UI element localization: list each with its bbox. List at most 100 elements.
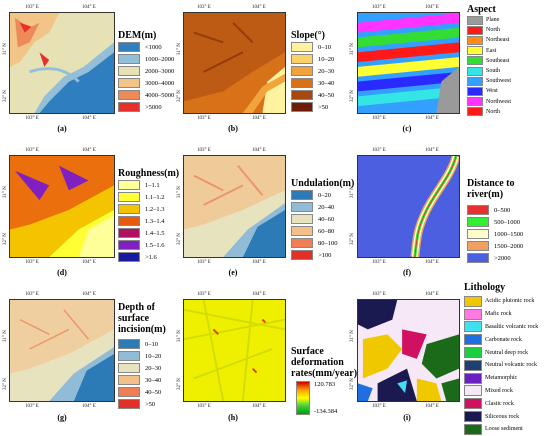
- legend-swatch: [467, 15, 483, 25]
- legend-slope: Slope(°) 0–10 10–20 20–30 30–40 40–50 >50: [291, 30, 334, 113]
- caption-d: (d): [57, 268, 67, 277]
- legend-title: Surface deformation rates(mm/year): [291, 346, 358, 379]
- legend-label: Clastic rock: [485, 400, 514, 407]
- tick-lat-32: 31° N: [350, 330, 355, 342]
- legend-label: Acidic plutonic rock: [485, 298, 535, 305]
- tick-lat-31: 32° N: [177, 378, 182, 390]
- legend-item: Clastic rock: [464, 397, 538, 410]
- legend-swatch: [467, 241, 489, 251]
- surface-incision-map: [9, 299, 115, 402]
- undulation-map: [183, 155, 286, 258]
- tick-lat-31: 32° N: [3, 378, 8, 390]
- caption-c: (c): [402, 124, 412, 133]
- legend-label: Neutral deep rock: [485, 349, 528, 356]
- legend-label: 1.4–1.5: [145, 229, 165, 237]
- legend-item: 1.3–1.4: [118, 215, 179, 227]
- legend-label: 0–10: [318, 43, 331, 51]
- legend-swatch: [467, 46, 483, 56]
- legend-label: West: [486, 88, 498, 95]
- legend-item: 1.4–1.5: [118, 227, 179, 239]
- legend-item: East: [467, 46, 511, 56]
- legend-label: 10–20: [318, 55, 335, 63]
- legend-dem: DEM(m) <1000 1000–2000 2000–3000 3000–4000 4…: [118, 30, 174, 113]
- legend-label: 10–20: [145, 352, 162, 360]
- legend-label: 40–60: [318, 215, 335, 223]
- legend-label: Southeast: [486, 57, 510, 64]
- legend-item: North: [467, 107, 511, 117]
- legend-swatch: [464, 321, 482, 333]
- tick-lat-31: 32° N: [350, 378, 355, 390]
- legend-item: 20–40: [291, 201, 354, 213]
- distance-to-river-map: [357, 155, 460, 258]
- legend-label: 40–50: [145, 388, 162, 396]
- legend-item: 0–10: [118, 338, 178, 350]
- legend-label: 20–30: [318, 67, 335, 75]
- legend-label: 3000–4000: [145, 79, 175, 87]
- tick-lon-104: 104° E: [425, 148, 439, 153]
- tick-lon-103-bottom: 103° E: [197, 404, 211, 409]
- tick-lon-103: 103° E: [372, 148, 386, 153]
- legend-item: Southwest: [467, 76, 511, 86]
- legend-label: Metamorphic: [485, 375, 518, 382]
- legend-item: 20–30: [118, 362, 178, 374]
- legend-swatch: [291, 190, 313, 200]
- tick-lat-31: 32° N: [350, 233, 355, 245]
- legend-swatch: [464, 334, 482, 346]
- legend-title: Depth of surface incision(m): [118, 302, 166, 335]
- legend-label: >2000: [494, 254, 511, 262]
- legend-title: Undulation(m): [291, 178, 355, 189]
- roughness-map: [9, 155, 115, 258]
- caption-a: (a): [57, 124, 67, 133]
- legend-swatch: [464, 411, 482, 423]
- legend-swatch: [118, 339, 140, 349]
- legend-item: 1.5–1.6: [118, 239, 179, 251]
- tick-lon-103-bottom: 103° E: [25, 260, 39, 265]
- slope-map: [183, 12, 286, 114]
- legend-label: 1.2–1.3: [145, 205, 165, 213]
- legend-label: 60–80: [318, 227, 335, 235]
- legend-items: <1000 1000–2000 2000–3000 3000–4000 4000–500…: [118, 41, 174, 113]
- legend-label: 500–1000: [494, 218, 520, 226]
- legend-aspect: Aspect Plane North Northeast East Southeast S…: [467, 4, 511, 117]
- legend-item: Plane: [467, 15, 511, 25]
- legend-label: >1.6: [145, 253, 157, 261]
- legend-swatch: [118, 42, 140, 52]
- legend-item: 20–30: [291, 65, 334, 77]
- legend-label: 1.1–1.2: [145, 193, 165, 201]
- legend-label: South: [486, 68, 501, 75]
- tick-lon-103-bottom: 103° E: [372, 260, 386, 265]
- tick-lon-104-bottom: 104° E: [82, 116, 96, 121]
- legend-swatch: [291, 78, 313, 88]
- legend-item: South: [467, 66, 511, 76]
- legend-item: Metamorphic: [464, 372, 538, 385]
- tick-lon-103: 103° E: [372, 5, 386, 10]
- aspect-map: [357, 12, 460, 114]
- legend-item: 10–20: [291, 53, 334, 65]
- legend-swatch: [464, 385, 482, 397]
- ramp-min-label: -134.384: [314, 408, 338, 415]
- tick-lon-104: 104° E: [425, 5, 439, 10]
- legend-item: 30–40: [291, 77, 334, 89]
- tick-lon-103: 103° E: [197, 292, 211, 297]
- tick-lon-104-bottom: 104° E: [82, 260, 96, 265]
- legend-swatch: [118, 102, 140, 112]
- caption-i: (i): [403, 413, 411, 422]
- legend-title: Slope(°): [291, 30, 325, 41]
- legend-swatch: [118, 228, 140, 238]
- legend-swatch: [118, 180, 140, 190]
- tick-lon-104: 104° E: [252, 148, 266, 153]
- legend-label: >50: [145, 400, 156, 408]
- tick-lat-32: 31° N: [177, 330, 182, 342]
- tick-lat-31: 32° N: [3, 233, 8, 245]
- legend-item: 1.2–1.3: [118, 203, 179, 215]
- tick-lon-104-bottom: 104° E: [252, 116, 266, 121]
- tick-lon-104: 104° E: [82, 5, 96, 10]
- tick-lat-32: 31° N: [3, 186, 8, 198]
- legend-swatch: [464, 398, 482, 410]
- legend-item: >100: [291, 249, 354, 261]
- legend-deformation: Surface deformation rates(mm/year) 120.7…: [291, 346, 371, 415]
- tick-lon-103-bottom: 103° E: [372, 116, 386, 121]
- legend-item: >5000: [118, 101, 174, 113]
- legend-label: >100: [318, 251, 332, 259]
- legend-item: 3000–4000: [118, 77, 174, 89]
